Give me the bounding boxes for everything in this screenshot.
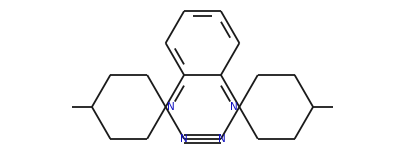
Text: N: N [167, 102, 175, 112]
Text: N: N [230, 102, 238, 112]
Text: N: N [179, 135, 187, 144]
Text: N: N [218, 135, 226, 144]
